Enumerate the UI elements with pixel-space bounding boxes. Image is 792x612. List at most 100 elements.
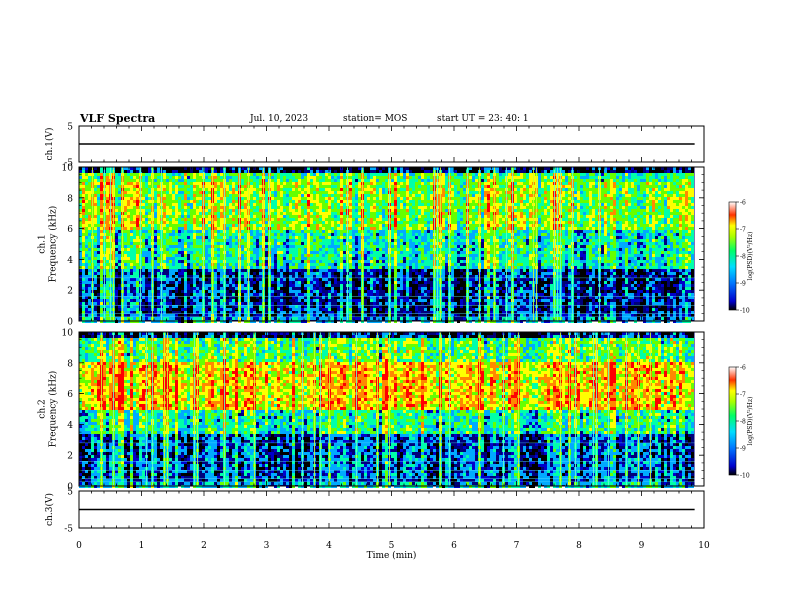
psd-cell [340, 278, 343, 281]
psd-cell [340, 299, 343, 302]
psd-cell [169, 317, 172, 320]
psd-cell [256, 236, 259, 239]
psd-cell [178, 170, 181, 173]
psd-cell [367, 266, 370, 269]
psd-cell [214, 242, 217, 245]
psd-cell [301, 206, 304, 209]
psd-cell [250, 287, 253, 290]
psd-cell [283, 266, 286, 269]
psd-cell [214, 191, 217, 194]
psd-cell [97, 281, 100, 284]
psd-cell [124, 242, 127, 245]
psd-cell [124, 179, 127, 182]
psd-cell [256, 215, 259, 218]
psd-cell [256, 200, 259, 203]
psd-cell [340, 311, 343, 314]
psd-cell [181, 242, 184, 245]
psd-cell [94, 236, 97, 239]
psd-cell [382, 170, 385, 173]
psd-cell [190, 302, 193, 305]
psd-cell [235, 179, 238, 182]
psd-cell [181, 194, 184, 197]
psd-cell [340, 224, 343, 227]
psd-cell [307, 284, 310, 287]
psd-cell [292, 296, 295, 299]
psd-cell [127, 233, 130, 236]
psd-cell [364, 281, 367, 284]
psd-cell [280, 233, 283, 236]
psd-cell [169, 269, 172, 272]
psd-cell [229, 275, 232, 278]
psd-cell [358, 200, 361, 203]
psd-cell [241, 257, 244, 260]
psd-cell [199, 170, 202, 173]
psd-cell [133, 203, 136, 206]
psd-cell [142, 248, 145, 251]
psd-cell [214, 209, 217, 212]
psd-cell [292, 203, 295, 206]
psd-cell [229, 281, 232, 284]
psd-cell [193, 287, 196, 290]
psd-cell [259, 185, 262, 188]
psd-cell [343, 176, 346, 179]
psd-cell [289, 317, 292, 320]
psd-cell [331, 209, 334, 212]
psd-cell [181, 167, 184, 170]
psd-cell [130, 194, 133, 197]
psd-cell [187, 224, 190, 227]
psd-cell [154, 290, 157, 293]
psd-cell [229, 236, 232, 239]
psd-cell [142, 233, 145, 236]
psd-cell [382, 275, 385, 278]
psd-cell [157, 311, 160, 314]
psd-cell [187, 173, 190, 176]
psd-cell [301, 275, 304, 278]
psd-cell [328, 179, 331, 182]
psd-cell [367, 200, 370, 203]
psd-cell [337, 224, 340, 227]
psd-cell [298, 317, 301, 320]
psd-cell [286, 209, 289, 212]
psd-cell [169, 263, 172, 266]
psd-cell [199, 173, 202, 176]
psd-cell [205, 224, 208, 227]
psd-cell [88, 191, 91, 194]
psd-cell [298, 212, 301, 215]
psd-cell [205, 206, 208, 209]
psd-cell [343, 179, 346, 182]
psd-cell [253, 305, 256, 308]
psd-cell [82, 278, 85, 281]
psd-cell [271, 167, 274, 170]
psd-cell [196, 254, 199, 257]
psd-cell [235, 182, 238, 185]
psd-cell [343, 188, 346, 191]
psd-cell [94, 278, 97, 281]
psd-cell [118, 182, 121, 185]
psd-cell [208, 233, 211, 236]
psd-cell [235, 185, 238, 188]
psd-cell [343, 293, 346, 296]
psd-cell [301, 221, 304, 224]
psd-cell [94, 281, 97, 284]
psd-cell [88, 281, 91, 284]
psd-cell [259, 317, 262, 320]
psd-cell [253, 257, 256, 260]
psd-cell [367, 254, 370, 257]
psd-cell [274, 278, 277, 281]
psd-cell [193, 245, 196, 248]
psd-cell [355, 185, 358, 188]
psd-cell [148, 296, 151, 299]
psd-cell [340, 275, 343, 278]
psd-cell [250, 176, 253, 179]
psd-cell [352, 305, 355, 308]
psd-cell [244, 206, 247, 209]
psd-cell [106, 182, 109, 185]
psd-cell [190, 251, 193, 254]
psd-cell [175, 182, 178, 185]
psd-cell [217, 167, 220, 170]
psd-cell [265, 236, 268, 239]
psd-cell [196, 185, 199, 188]
psd-cell [340, 239, 343, 242]
psd-cell [310, 209, 313, 212]
psd-cell [175, 287, 178, 290]
